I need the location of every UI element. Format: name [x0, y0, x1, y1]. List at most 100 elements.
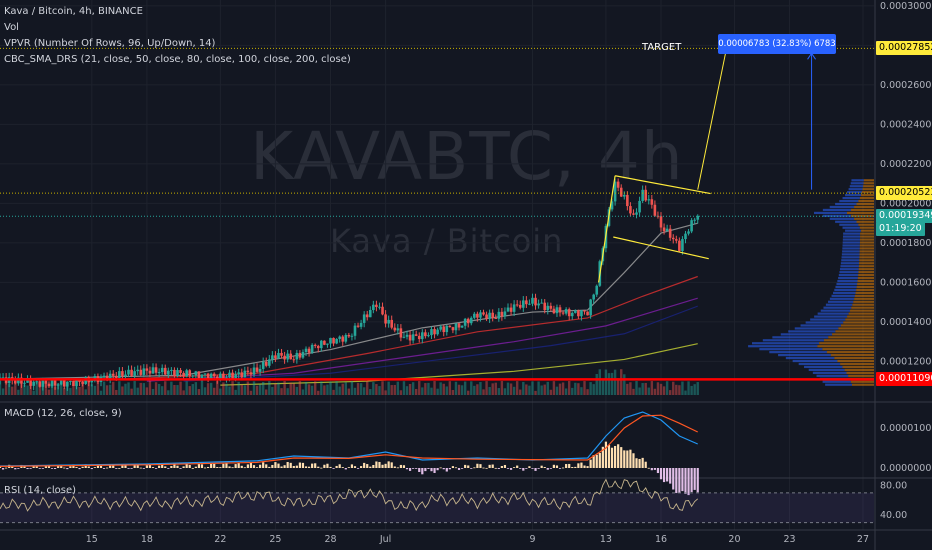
- macd-histogram-bar: [96, 464, 100, 468]
- macd-histogram-bar: [598, 452, 601, 468]
- macd-histogram-bar: [516, 465, 519, 468]
- macd-histogram-bar: [112, 465, 115, 468]
- measure-box[interactable]: 0.00006783 (32.83%) 6783: [718, 34, 836, 54]
- macd-histogram-bar: [136, 464, 139, 468]
- volume-bar: [638, 387, 641, 395]
- volume-bar: [424, 383, 427, 395]
- candle-body: [396, 328, 400, 331]
- macd-histogram-bar: [473, 467, 476, 469]
- legend-symbol-title[interactable]: Kava / Bitcoin, 4h, BINANCE: [4, 6, 143, 17]
- macd-histogram-bar: [644, 461, 647, 468]
- macd-histogram-bar: [243, 467, 246, 469]
- volume-bar: [372, 382, 375, 395]
- vpvr-bar-up: [847, 191, 862, 194]
- vpvr-bar-up: [829, 297, 855, 300]
- vpvr-bar-up: [812, 371, 847, 374]
- vpvr-bar-down: [819, 342, 874, 345]
- volume-bar: [179, 381, 182, 395]
- volume-bar: [384, 390, 387, 395]
- volume-bar: [690, 385, 693, 395]
- macd-histogram-bar: [537, 468, 540, 469]
- candle-body: [448, 325, 452, 328]
- volume-bar: [200, 381, 204, 395]
- volume-bar: [130, 388, 133, 395]
- volume-bar: [66, 381, 69, 395]
- volume-bar: [494, 382, 497, 395]
- vpvr-bar-up: [762, 339, 824, 342]
- volume-bar: [543, 384, 546, 395]
- macd-histogram-bar: [506, 468, 510, 469]
- price-tick-label: 0.00018000: [880, 238, 932, 249]
- volume-bar: [310, 385, 314, 395]
- candle-body: [473, 313, 476, 318]
- candle-body: [26, 379, 29, 383]
- macd-histogram-bar: [72, 464, 75, 468]
- volume-bar: [115, 389, 118, 395]
- volume-bar: [1, 388, 5, 395]
- candle-body: [497, 311, 501, 319]
- macd-histogram-bar: [292, 465, 295, 468]
- macd-histogram-bar: [528, 466, 531, 468]
- candle-body: [234, 374, 237, 379]
- macd-histogram-bar: [188, 465, 191, 468]
- vpvr-bar-down: [848, 374, 874, 377]
- macd-histogram-bar: [604, 441, 608, 468]
- volume-bar: [32, 390, 35, 395]
- candle-body: [35, 381, 39, 383]
- volume-bar: [366, 381, 369, 395]
- vpvr-bar-down: [842, 365, 874, 369]
- vpvr-bar-down: [828, 336, 874, 339]
- vpvr-bar-down: [856, 220, 874, 223]
- legend-rsi[interactable]: RSI (14, close): [4, 485, 77, 496]
- vpvr-bar-up: [831, 294, 855, 297]
- vpvr-bar-down: [855, 291, 874, 294]
- candle-body: [29, 379, 32, 386]
- macd-histogram-bar: [280, 466, 283, 468]
- volume-bar: [4, 382, 8, 395]
- time-tick-label: 20: [728, 534, 740, 545]
- volume-bar: [540, 385, 543, 395]
- volume-bar: [629, 382, 632, 395]
- candle-body: [332, 337, 335, 344]
- vpvr-bar-down: [862, 188, 874, 191]
- vpvr-bar-up: [828, 300, 854, 303]
- vpvr-bar-down: [859, 250, 874, 253]
- macd-histogram-bar: [176, 465, 179, 468]
- vpvr-bar-up: [822, 208, 851, 212]
- legend-macd[interactable]: MACD (12, 26, close, 9): [4, 408, 122, 419]
- vpvr-bar-up: [833, 291, 856, 294]
- macd-histogram-bar: [121, 464, 124, 468]
- volume-bar: [558, 383, 562, 395]
- volume-bar: [580, 387, 583, 395]
- macd-histogram-bar: [200, 464, 204, 468]
- candle-body: [59, 380, 63, 385]
- volume-bar: [448, 381, 452, 395]
- volume-bar: [124, 383, 127, 395]
- vpvr-bar-up: [792, 359, 838, 363]
- vpvr-bar-down: [846, 371, 874, 374]
- candle-body: [133, 371, 136, 376]
- volume-bar: [574, 382, 577, 395]
- candle-body: [148, 370, 152, 374]
- candle-body: [338, 336, 341, 339]
- macd-histogram-bar: [500, 465, 503, 468]
- volume-bar: [191, 384, 194, 395]
- candle-body: [561, 312, 565, 314]
- vpvr-bar-down: [850, 309, 874, 312]
- volume-bar: [225, 383, 228, 395]
- candle-body: [105, 375, 109, 381]
- volume-bar: [620, 369, 623, 395]
- vpvr-bar-up: [817, 312, 849, 315]
- legend-vpvr[interactable]: VPVR (Number Of Rows, 96, Up/Down, 14): [4, 38, 216, 49]
- legend-vol[interactable]: Vol: [4, 22, 19, 33]
- macd-histogram-bar: [323, 464, 326, 468]
- vpvr-bar-down: [845, 318, 874, 321]
- macd-histogram-bar: [219, 467, 222, 468]
- time-tick-label: 18: [141, 534, 153, 545]
- legend-sma[interactable]: CBC_SMA_DRS (21, close, 50, close, 80, c…: [4, 54, 351, 65]
- candle-body: [176, 370, 179, 376]
- macd-histogram-bar: [635, 458, 638, 468]
- macd-histogram-bar: [669, 468, 672, 484]
